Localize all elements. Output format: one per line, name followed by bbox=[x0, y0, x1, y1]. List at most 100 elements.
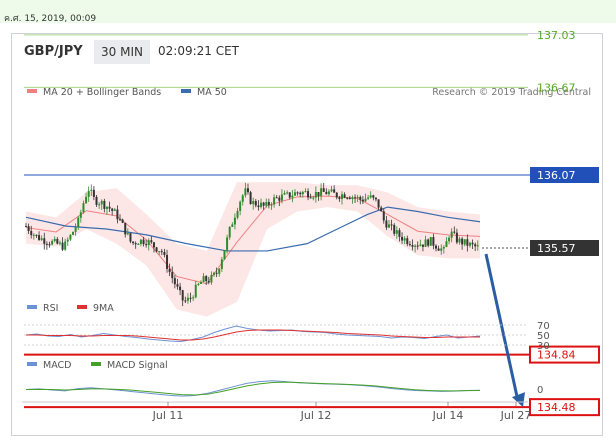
candle-body bbox=[233, 217, 236, 225]
candle-body bbox=[163, 251, 166, 255]
candle-body bbox=[74, 227, 77, 232]
candle-body bbox=[207, 281, 210, 283]
candle-body bbox=[304, 191, 307, 193]
candle-body bbox=[121, 219, 124, 223]
candle-body bbox=[406, 238, 409, 245]
candle-body bbox=[440, 248, 443, 251]
legend-rsi-ma-label: 9MA bbox=[93, 303, 114, 314]
candle-body bbox=[254, 201, 257, 206]
candle-body bbox=[335, 192, 338, 198]
candle-body bbox=[100, 200, 103, 205]
candle-body bbox=[184, 300, 187, 302]
candle-body bbox=[385, 220, 388, 228]
candle-body bbox=[171, 272, 174, 279]
candle-body bbox=[79, 212, 82, 218]
candle-body bbox=[134, 243, 137, 245]
candle-body bbox=[82, 203, 85, 213]
candle-body bbox=[155, 247, 158, 252]
candle-body bbox=[181, 290, 184, 301]
timeframe-button[interactable]: 30 MIN bbox=[94, 40, 150, 64]
candle-body bbox=[173, 278, 176, 285]
candle-body bbox=[205, 276, 208, 282]
macd-tick-label: 0 bbox=[537, 385, 543, 396]
candle-body bbox=[291, 195, 294, 198]
candle-body bbox=[377, 199, 380, 208]
rsi-tick-label: 30 bbox=[537, 341, 550, 352]
candle-body bbox=[147, 240, 150, 246]
candle-body bbox=[43, 238, 46, 244]
candle-body bbox=[228, 226, 231, 238]
candle-body bbox=[192, 297, 195, 299]
candle-body bbox=[398, 230, 401, 237]
x-axis-ticks: Jul 11 Jul 12 Jul 14 Jul 27 bbox=[152, 402, 532, 422]
candle-body bbox=[393, 224, 396, 234]
strong-level-badge bbox=[530, 167, 599, 183]
candle-body bbox=[382, 211, 385, 221]
candle-body bbox=[330, 189, 333, 192]
candle-body bbox=[241, 195, 244, 202]
candle-body bbox=[361, 199, 364, 202]
candle-body bbox=[95, 196, 98, 205]
candle-body bbox=[215, 272, 218, 274]
support-badge bbox=[529, 398, 600, 417]
candle-body bbox=[56, 238, 59, 244]
candle-body bbox=[265, 201, 268, 206]
rsi-tick-label: 70 bbox=[537, 321, 550, 332]
candle-body bbox=[179, 286, 182, 291]
candle-body bbox=[346, 197, 349, 199]
candle-body bbox=[367, 197, 370, 199]
candle-body bbox=[249, 192, 252, 205]
legend-rsi-ma-swatch bbox=[77, 305, 87, 309]
candle-body bbox=[387, 224, 390, 228]
legend-macd-signal-swatch bbox=[91, 362, 101, 366]
candle-body bbox=[455, 232, 458, 243]
candle-body bbox=[374, 197, 377, 200]
candle-body bbox=[92, 189, 95, 197]
candle-body bbox=[168, 268, 171, 273]
legend-ma50-label: MA 50 bbox=[197, 87, 227, 98]
x-tick-label: Jul 27 bbox=[500, 409, 532, 422]
resistance-label: 137.03 bbox=[537, 29, 576, 42]
candle-body bbox=[40, 238, 43, 240]
candle-body bbox=[202, 276, 205, 283]
candle-body bbox=[275, 197, 278, 199]
rsi-line bbox=[25, 325, 481, 343]
candle-body bbox=[432, 237, 435, 246]
candle-body bbox=[427, 239, 430, 246]
candle-body bbox=[145, 244, 148, 246]
candle-body bbox=[158, 251, 161, 253]
candle-body bbox=[98, 204, 101, 206]
candle-body bbox=[103, 200, 106, 209]
legend-ma20-label: MA 20 + Bollinger Bands bbox=[43, 87, 161, 98]
rsi-tick-label: 50 bbox=[537, 331, 550, 342]
forecast-arrow-shaft bbox=[484, 253, 520, 402]
candle-body bbox=[364, 198, 367, 202]
candle-body bbox=[307, 191, 310, 198]
candle-body bbox=[105, 206, 108, 209]
ma50-line bbox=[25, 206, 481, 252]
legend-rsi-swatch bbox=[27, 305, 37, 309]
macd-signal-line bbox=[25, 381, 481, 396]
candle-body bbox=[333, 189, 336, 193]
resistance-label: 136.67 bbox=[537, 81, 576, 94]
candle-body bbox=[309, 197, 312, 199]
candle-body bbox=[199, 282, 202, 284]
candle-body bbox=[476, 245, 479, 247]
candle-body bbox=[176, 284, 179, 287]
candle-body bbox=[244, 188, 247, 196]
candle-body bbox=[30, 230, 33, 236]
last-price-badge bbox=[530, 240, 599, 256]
candle-body bbox=[132, 241, 135, 244]
candle-body bbox=[435, 245, 438, 249]
candle-body bbox=[437, 248, 440, 251]
candle-body bbox=[278, 197, 281, 201]
support-badge bbox=[529, 345, 600, 364]
macd-panel: 0 bbox=[25, 380, 543, 397]
bollinger-bands bbox=[25, 182, 481, 317]
legend-macd-label: MACD bbox=[43, 360, 71, 371]
candle-body bbox=[408, 244, 411, 246]
candle-body bbox=[116, 209, 119, 220]
candle-body bbox=[111, 208, 114, 211]
candle-body bbox=[152, 242, 155, 248]
candle-body bbox=[301, 191, 304, 195]
